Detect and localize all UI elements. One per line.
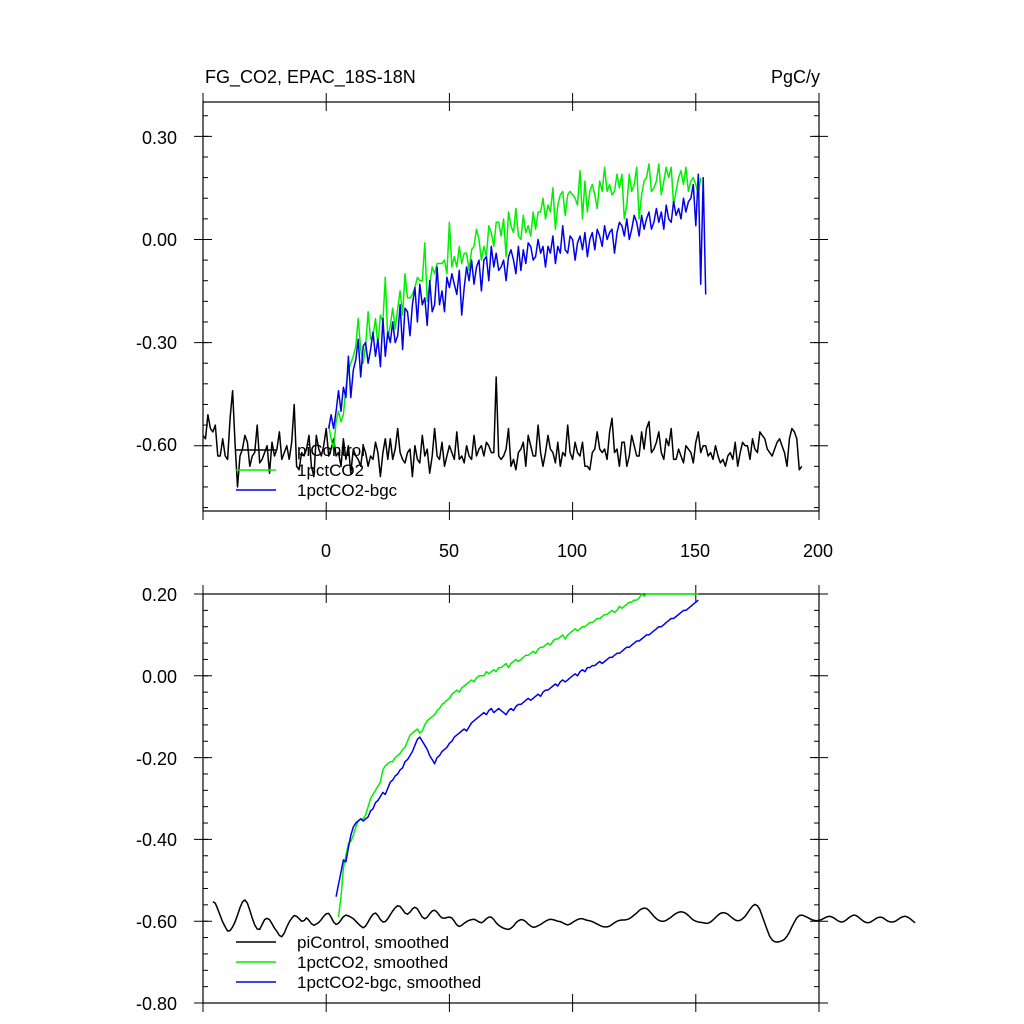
top-xtick-label: 100 [557,541,587,561]
bottom-axis-ticks [194,585,828,1012]
bottom-ytick-label: 0.00 [142,667,177,687]
top-title-right: PgC/y [771,67,820,87]
bottom-ytick-label: -0.60 [136,912,177,932]
legend-label: piControl, smoothed [297,933,449,952]
bottom-ytick-label: 0.20 [142,585,177,605]
top-y-tick-labels: 0.30 0.00 -0.30 -0.60 [136,128,177,455]
bottom-ytick-label: -0.80 [136,994,177,1014]
bottom-panel: 0.20 0.00 -0.20 -0.40 -0.60 -0.80 piCont… [136,585,916,1014]
bottom-legend: piControl, smoothed 1pctCO2, smoothed 1p… [236,933,481,992]
legend-label: piControl [297,441,365,460]
top-axis-ticks [194,93,828,520]
top-x-tick-labels: 0 50 100 150 200 [321,541,833,561]
top-xtick-label: 50 [439,541,459,561]
bottom-ytick-label: -0.20 [136,749,177,769]
top-ytick-label: 0.00 [142,230,177,250]
top-panel: FG_CO2, EPAC_18S-18N PgC/y 0.30 0.00 -0.… [136,67,833,561]
legend-label: 1pctCO2 [297,461,364,480]
legend-label: 1pctCO2, smoothed [297,953,448,972]
top-ytick-label: 0.30 [142,128,177,148]
top-legend: piControl 1pctCO2 1pctCO2-bgc [236,441,398,500]
legend-label: 1pctCO2-bgc, smoothed [297,973,481,992]
bottom-plot-frame [202,593,820,1004]
top-xtick-label: 0 [321,541,331,561]
legend-label: 1pctCO2-bgc [297,481,398,500]
top-xtick-label: 200 [803,541,833,561]
top-plot-frame [202,101,820,512]
bottom-series [212,593,916,943]
top-ytick-label: -0.60 [136,435,177,455]
bottom-y-tick-labels: 0.20 0.00 -0.20 -0.40 -0.60 -0.80 [136,585,177,1014]
top-xtick-label: 150 [680,541,710,561]
top-title-left: FG_CO2, EPAC_18S-18N [205,67,416,88]
bottom-ytick-label: -0.40 [136,830,177,850]
series-line-1pctco2 [327,163,702,450]
series-line-1pctco2-bgc [327,173,707,430]
top-series [202,163,803,488]
series-line-picontrol-smoothed [212,899,916,943]
series-line-1pctco2-smoothed [337,593,699,918]
series-line-picontrol [202,376,803,488]
series-line-1pctco2-bgc-smoothed [335,599,699,897]
top-ytick-label: -0.30 [136,333,177,353]
